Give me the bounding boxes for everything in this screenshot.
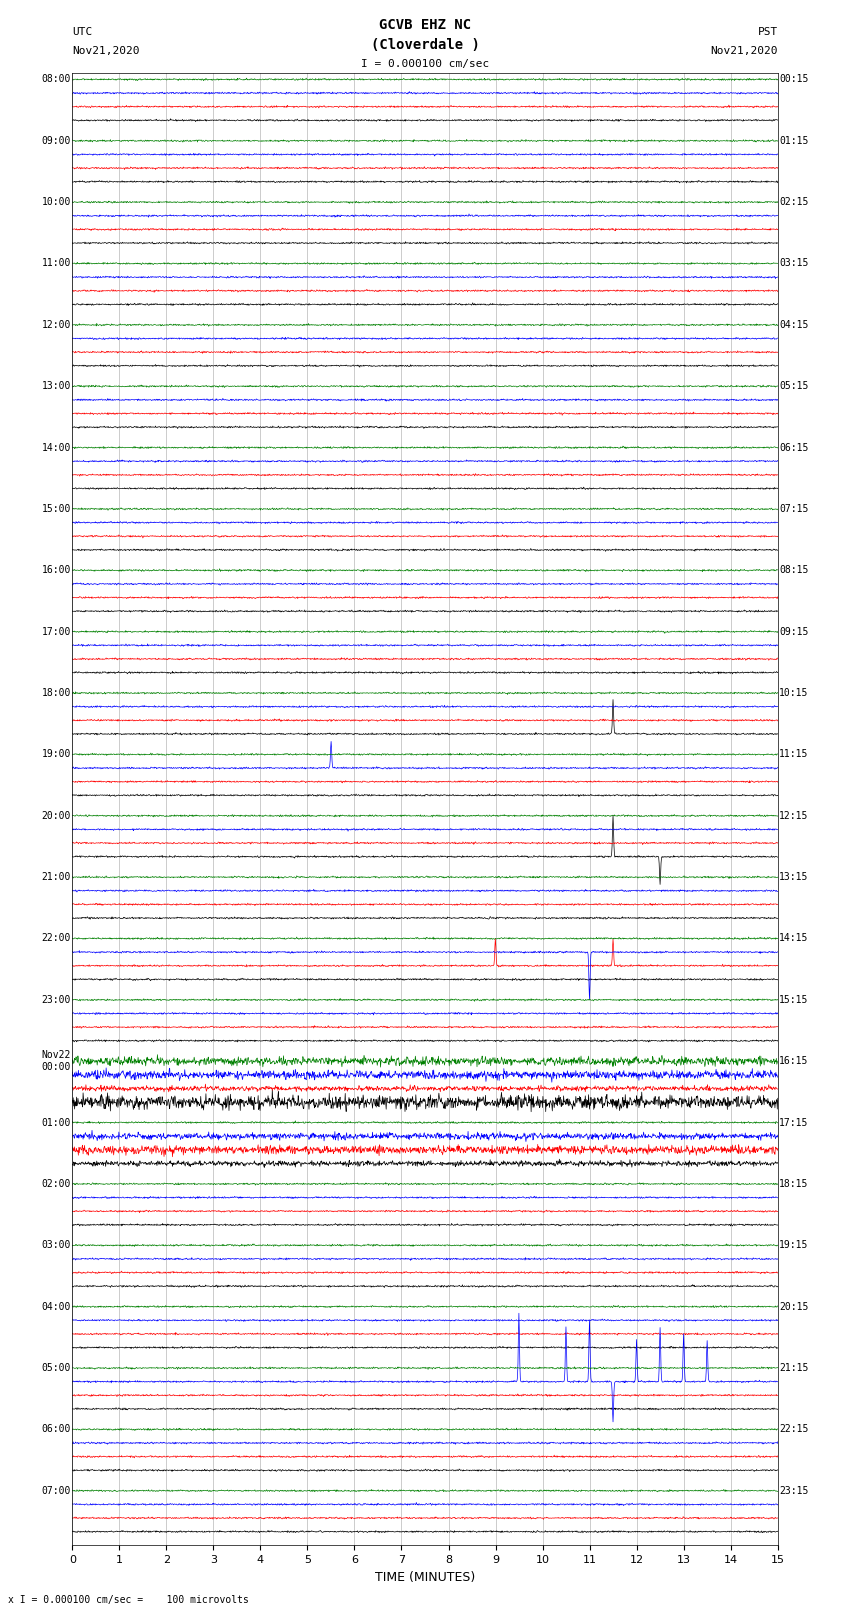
Text: 12:15: 12:15 [779,811,808,821]
Text: 01:00: 01:00 [42,1118,71,1127]
Text: 09:00: 09:00 [42,135,71,145]
Text: 06:15: 06:15 [779,442,808,453]
Text: 21:00: 21:00 [42,873,71,882]
Text: I = 0.000100 cm/sec: I = 0.000100 cm/sec [361,60,489,69]
Text: 05:15: 05:15 [779,381,808,392]
Text: 03:00: 03:00 [42,1240,71,1250]
Text: GCVB EHZ NC: GCVB EHZ NC [379,18,471,32]
Text: 01:15: 01:15 [779,135,808,145]
Text: 18:15: 18:15 [779,1179,808,1189]
Text: 17:15: 17:15 [779,1118,808,1127]
Text: Nov22
00:00: Nov22 00:00 [42,1050,71,1073]
Text: UTC: UTC [72,27,93,37]
X-axis label: TIME (MINUTES): TIME (MINUTES) [375,1571,475,1584]
Text: 10:00: 10:00 [42,197,71,206]
Text: 11:15: 11:15 [779,750,808,760]
Text: 08:15: 08:15 [779,565,808,576]
Text: 16:15: 16:15 [779,1057,808,1066]
Text: 23:15: 23:15 [779,1486,808,1495]
Text: 08:00: 08:00 [42,74,71,84]
Text: 21:15: 21:15 [779,1363,808,1373]
Text: 15:00: 15:00 [42,503,71,515]
Text: 19:15: 19:15 [779,1240,808,1250]
Text: 20:00: 20:00 [42,811,71,821]
Text: 14:00: 14:00 [42,442,71,453]
Text: 15:15: 15:15 [779,995,808,1005]
Text: 22:15: 22:15 [779,1424,808,1434]
Text: 19:00: 19:00 [42,750,71,760]
Text: 17:00: 17:00 [42,627,71,637]
Text: 07:15: 07:15 [779,503,808,515]
Text: 02:15: 02:15 [779,197,808,206]
Text: (Cloverdale ): (Cloverdale ) [371,37,479,52]
Text: 16:00: 16:00 [42,565,71,576]
Text: PST: PST [757,27,778,37]
Text: 06:00: 06:00 [42,1424,71,1434]
Text: 00:15: 00:15 [779,74,808,84]
Text: 20:15: 20:15 [779,1302,808,1311]
Text: Nov21,2020: Nov21,2020 [711,47,778,56]
Text: 13:15: 13:15 [779,873,808,882]
Text: 04:00: 04:00 [42,1302,71,1311]
Text: 22:00: 22:00 [42,934,71,944]
Text: 05:00: 05:00 [42,1363,71,1373]
Text: 13:00: 13:00 [42,381,71,392]
Text: 04:15: 04:15 [779,319,808,329]
Text: 12:00: 12:00 [42,319,71,329]
Text: 02:00: 02:00 [42,1179,71,1189]
Text: 14:15: 14:15 [779,934,808,944]
Text: 11:00: 11:00 [42,258,71,268]
Text: 23:00: 23:00 [42,995,71,1005]
Text: 10:15: 10:15 [779,689,808,698]
Text: x I = 0.000100 cm/sec =    100 microvolts: x I = 0.000100 cm/sec = 100 microvolts [8,1595,249,1605]
Text: Nov21,2020: Nov21,2020 [72,47,139,56]
Text: 03:15: 03:15 [779,258,808,268]
Text: 07:00: 07:00 [42,1486,71,1495]
Text: 09:15: 09:15 [779,627,808,637]
Text: 18:00: 18:00 [42,689,71,698]
